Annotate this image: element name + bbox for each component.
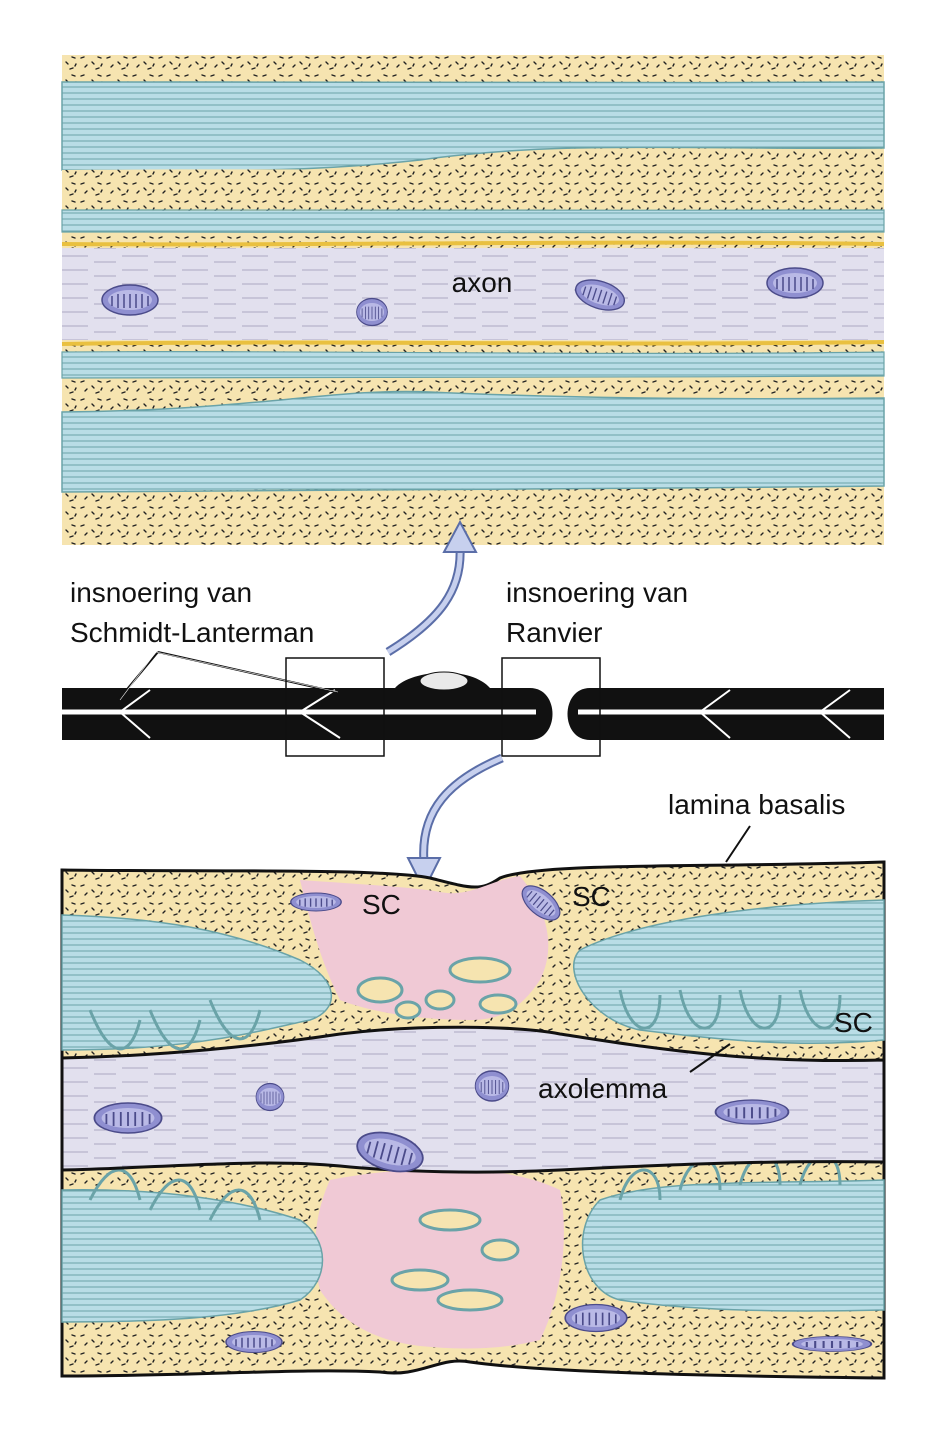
axon-bottom xyxy=(60,1025,886,1174)
lower-myelin-sheath xyxy=(61,390,885,493)
axon-top xyxy=(62,248,884,340)
mitochondrion xyxy=(290,892,342,912)
mitochondrion xyxy=(564,1303,628,1333)
mitochondrion xyxy=(355,297,389,327)
curved-arrow-down-icon xyxy=(406,753,504,893)
bottom-panel-node-of-ranvier: SC SC SC axolemma xyxy=(60,860,886,1380)
schmidt-label-line1: insnoering van xyxy=(70,577,252,608)
schwann-nucleus xyxy=(419,671,469,691)
mitochondrion xyxy=(766,267,824,299)
mitochondrion xyxy=(474,1070,510,1102)
schmidt-label-line2: Schmidt-Lanterman xyxy=(70,617,314,648)
ranvier-label-line1: insnoering van xyxy=(506,577,688,608)
sc-label: SC xyxy=(572,881,611,912)
top-panel-internode: axon xyxy=(61,55,885,545)
mitochondrion xyxy=(101,284,159,316)
myelin-fan-lower-left xyxy=(61,1189,324,1323)
mitochondrion xyxy=(791,1335,873,1353)
sc-label: SC xyxy=(834,1007,873,1038)
schmidt-lanterman-box xyxy=(285,657,385,757)
upper-myelin-sheath xyxy=(61,80,885,172)
myelin-fan-upper-left xyxy=(61,914,333,1051)
ranvier-label-line2: Ranvier xyxy=(506,617,602,648)
mitochondrion xyxy=(225,1330,283,1354)
axolemma-label: axolemma xyxy=(538,1073,668,1104)
nerve-fiber-schematic xyxy=(62,651,884,757)
mitochondrion xyxy=(255,1082,285,1112)
sc-label: SC xyxy=(362,889,401,920)
mitochondrion xyxy=(714,1099,790,1125)
ranvier-box xyxy=(501,657,601,757)
axon-label: axon xyxy=(452,267,513,298)
curved-arrow-up-icon xyxy=(385,519,478,656)
mitochondrion xyxy=(93,1102,163,1134)
lamina-basalis-label: lamina basalis xyxy=(668,789,845,820)
myelin-fan-lower-right xyxy=(581,1179,885,1312)
